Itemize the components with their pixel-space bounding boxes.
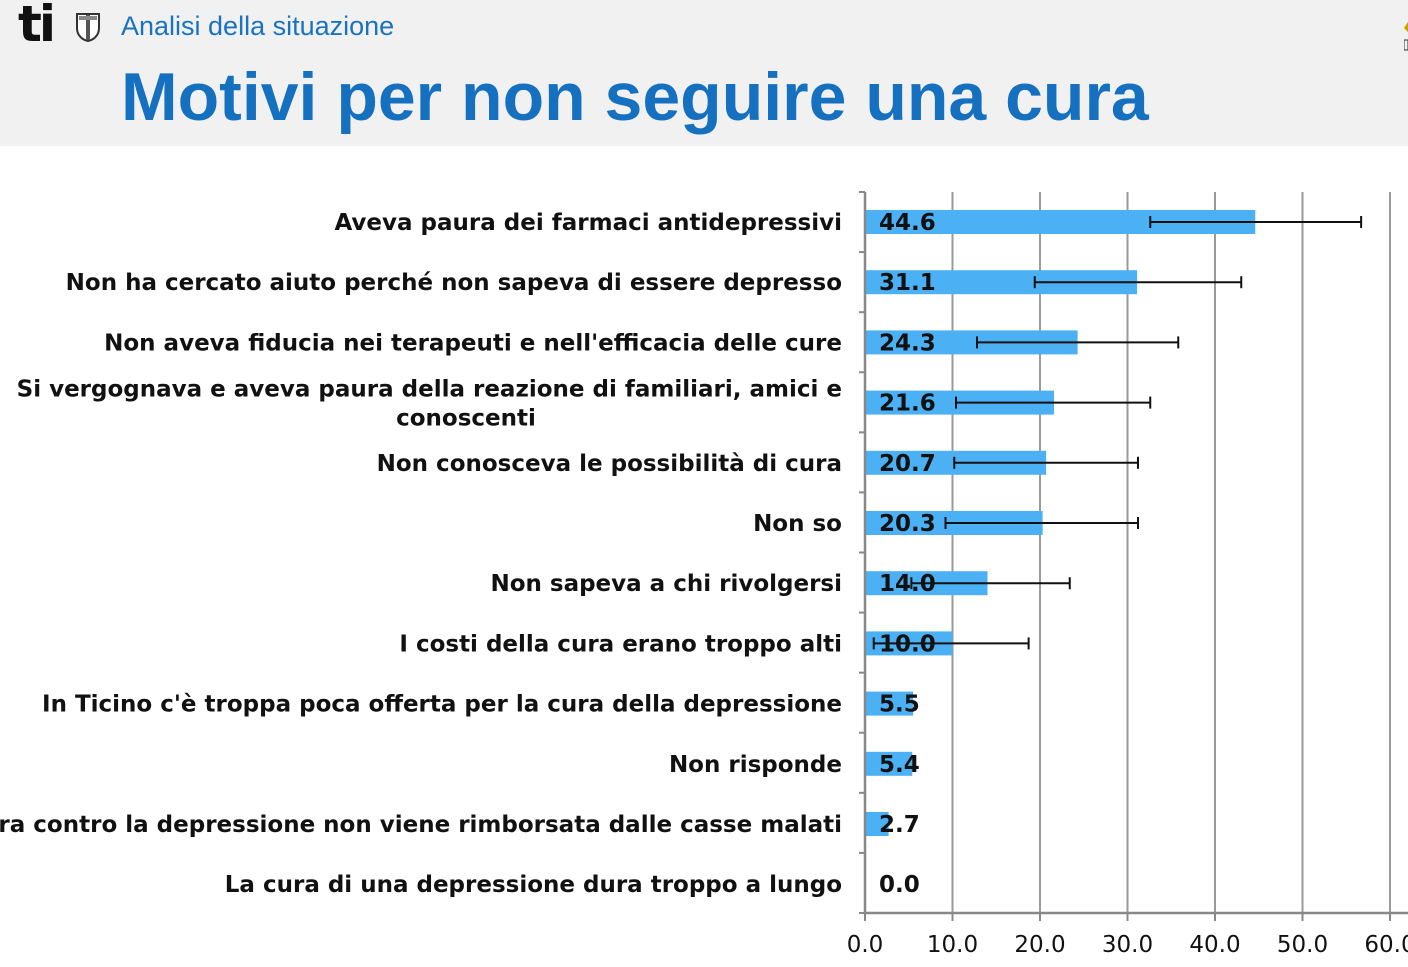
corner-decoration — [1404, 22, 1408, 51]
x-tick-label: 50.0 — [1277, 932, 1328, 958]
value-label: 5.5 — [879, 692, 920, 718]
labels: 0.0 10.0 20.0 30.0 40.0 50.0 60.0 44.6 Aveva pau… — [0, 210, 1408, 958]
category-label: La cura di una depressione dura troppo a… — [225, 872, 842, 898]
x-tick-label: 10.0 — [927, 932, 978, 958]
category-label: Non risponde — [669, 752, 842, 778]
value-label: 2.7 — [879, 812, 920, 838]
category-label: Non conosceva le possibilità di cura — [377, 451, 842, 477]
x-tick-label: 30.0 — [1102, 932, 1153, 958]
value-label: 20.7 — [879, 451, 936, 477]
value-label: 24.3 — [879, 330, 936, 356]
slide-subtitle: Analisi della situazione — [121, 11, 395, 41]
ticino-logo: ti — [18, 0, 56, 53]
value-label: 44.6 — [879, 210, 936, 236]
value-label: 5.4 — [879, 752, 920, 778]
value-label: 14.0 — [879, 571, 936, 597]
value-label: 10.0 — [879, 631, 936, 657]
category-label-cont: conoscenti — [396, 406, 536, 432]
shield-icon — [76, 13, 100, 42]
category-label: Non ha cercato aiuto perché non sapeva d… — [66, 270, 842, 296]
value-label: 21.6 — [879, 391, 936, 417]
grid-lines — [951, 192, 1391, 913]
error-bars — [872, 216, 1363, 650]
category-label: Si vergognava e aveva paura della reazio… — [17, 377, 842, 403]
category-label: Aveva paura dei farmaci antidepressivi — [334, 210, 842, 236]
bar — [865, 812, 889, 836]
x-tick-label: 20.0 — [1014, 932, 1065, 958]
bar-chart: 0.0 10.0 20.0 30.0 40.0 50.0 60.0 44.6 Aveva pau… — [0, 191, 1408, 958]
category-label: La cura contro la depressione non viene … — [0, 812, 842, 838]
value-label: 31.1 — [879, 270, 936, 296]
category-label: Non so — [753, 511, 842, 537]
x-tick-label: 60.0 — [1364, 932, 1408, 958]
slide-header: ti Analisi della situazione Motivi per n… — [0, 0, 1408, 146]
slide-title: Motivi per non seguire una cura — [121, 59, 1149, 135]
bar — [865, 691, 914, 716]
value-label: 0.0 — [879, 872, 920, 898]
value-label: 20.3 — [879, 511, 936, 537]
category-label: Non aveva fiducia nei terapeuti e nell'e… — [104, 330, 842, 356]
x-tick-label: 0.0 — [847, 932, 884, 958]
axes — [859, 191, 1408, 921]
category-label: In Ticino c'è troppa poca offerta per la… — [42, 692, 842, 718]
x-tick-label: 40.0 — [1189, 932, 1240, 958]
category-label: Non sapeva a chi rivolgersi — [490, 571, 842, 597]
category-label: I costi della cura erano troppo alti — [399, 631, 842, 657]
bar — [865, 751, 913, 776]
